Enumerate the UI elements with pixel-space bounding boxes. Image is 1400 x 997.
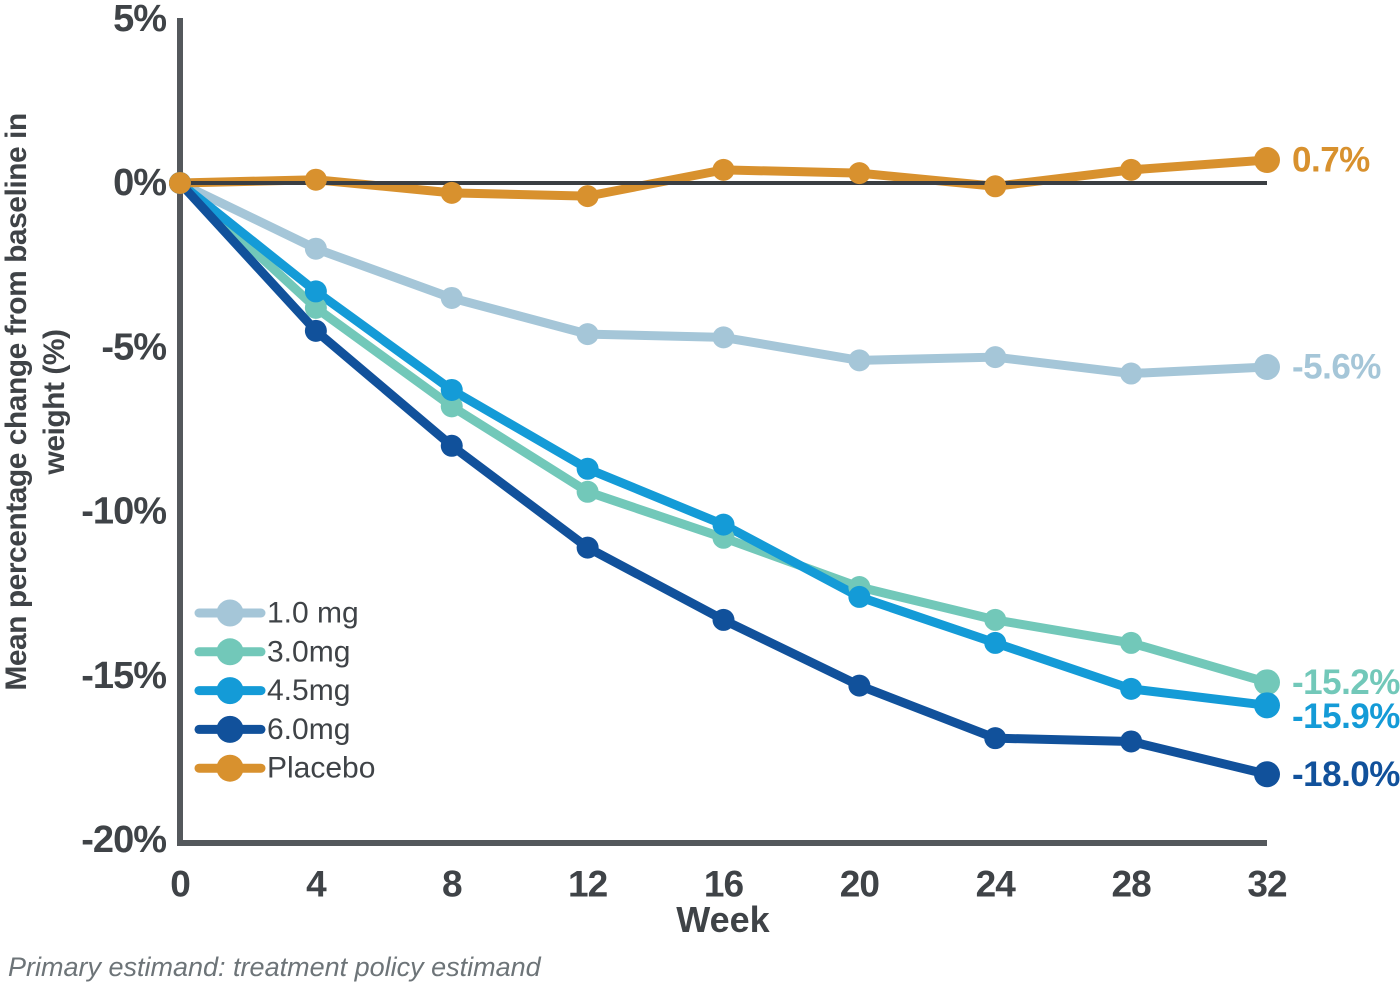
marker-3.0mg-week-28: [1120, 631, 1143, 654]
marker-4.5mg-week-28: [1120, 677, 1143, 700]
legend-swatch-marker-3.0mg: [216, 638, 244, 666]
marker-6.0mg-week-8: [440, 434, 463, 457]
x-tick-28: 28: [1112, 864, 1152, 905]
y-axis-title-line2: weight (%): [38, 330, 71, 476]
marker-4.5mg-week-32: [1254, 692, 1280, 719]
end-label-4.5mg: -15.9%: [1292, 697, 1400, 736]
marker-4.5mg-week-4: [304, 280, 327, 303]
marker-3.0mg-week-32: [1254, 669, 1280, 696]
footnote: Primary estimand: treatment policy estim…: [8, 952, 541, 982]
x-tick-32: 32: [1247, 864, 1287, 905]
marker-placebo-week-32: [1254, 147, 1280, 174]
y-axis-title-line1: Mean percentage change from baseline in: [0, 113, 33, 690]
x-tick-0: 0: [170, 864, 190, 905]
marker-4.5mg-week-24: [984, 631, 1007, 654]
legend-swatch-marker-4.5mg: [216, 677, 244, 705]
marker-1.0-mg-week-16: [712, 326, 735, 349]
marker-1.0-mg-week-12: [576, 323, 599, 346]
marker-6.0mg-week-32: [1254, 761, 1280, 788]
y-tick-labels: 5% 0% -5% -10% -15% -20%: [81, 0, 167, 861]
marker-placebo-week-4: [304, 168, 327, 191]
series-end-labels: 0.7% -5.6% -15.2%-15.9% -18.0%: [1292, 141, 1400, 794]
marker-6.0mg-week-20: [848, 674, 871, 697]
marker-placebo-week-8: [440, 181, 463, 204]
legend-label-6.0mg: 6.0mg: [267, 713, 350, 746]
x-tick-20: 20: [840, 864, 880, 905]
x-axis-title: Week: [676, 899, 770, 940]
y-tick-0: 0%: [113, 162, 166, 204]
marker-4.5mg-week-20: [848, 585, 871, 608]
marker-6.0mg-week-16: [712, 608, 735, 631]
legend-label-placebo: Placebo: [267, 752, 375, 785]
marker-3.0mg-week-24: [984, 608, 1007, 631]
marker-1.0-mg-week-28: [1120, 362, 1143, 385]
legend: 1.0 mg 3.0mg 4.5mg 6.0mg Placebo: [194, 597, 375, 785]
y-tick--10: -10%: [81, 491, 166, 533]
legend-item-4.5mg: 4.5mg: [194, 674, 350, 707]
legend-label-3.0mg: 3.0mg: [267, 635, 350, 668]
legend-item-6.0mg: 6.0mg: [194, 713, 350, 746]
legend-label-4.5mg: 4.5mg: [267, 674, 350, 707]
marker-1.0-mg-week-32: [1254, 353, 1280, 380]
marker-placebo-week-24: [984, 175, 1007, 198]
marker-placebo-week-20: [848, 162, 871, 185]
marker-1.0-mg-week-8: [440, 286, 463, 309]
marker-6.0mg-week-12: [576, 536, 599, 559]
end-label-6.0mg: -18.0%: [1292, 755, 1400, 794]
x-tick-4: 4: [306, 864, 327, 905]
marker-1.0-mg-week-20: [848, 349, 871, 372]
series-markers: [169, 147, 1280, 788]
marker-4.5mg-week-16: [712, 513, 735, 536]
marker-placebo-week-28: [1120, 158, 1143, 181]
x-tick-24: 24: [976, 864, 1017, 905]
y-tick--15: -15%: [81, 655, 166, 697]
marker-6.0mg-week-4: [304, 319, 327, 342]
marker-6.0mg-week-24: [984, 727, 1007, 750]
legend-swatch-marker-placebo: [216, 754, 244, 782]
legend-label-1.0-mg: 1.0 mg: [267, 597, 359, 630]
x-tick-12: 12: [568, 864, 608, 905]
marker-placebo-week-0: [169, 172, 191, 194]
x-tick-8: 8: [442, 864, 462, 905]
end-label-1.0-mg: -5.6%: [1292, 347, 1381, 386]
marker-1.0-mg-week-4: [304, 237, 327, 260]
end-label-placebo: 0.7%: [1292, 141, 1370, 180]
legend-item-placebo: Placebo: [194, 752, 375, 785]
end-label-3.0mg: -15.2%: [1292, 663, 1400, 702]
y-tick--5: -5%: [101, 326, 166, 368]
x-tick-labels: 0 4 8 12 16 20 24 28 32: [170, 864, 1288, 905]
legend-swatch-marker-1.0-mg: [216, 599, 244, 627]
marker-1.0-mg-week-24: [984, 346, 1007, 369]
marker-6.0mg-week-28: [1120, 730, 1143, 753]
marker-3.0mg-week-12: [576, 480, 599, 503]
marker-placebo-week-12: [576, 185, 599, 208]
x-tick-16: 16: [704, 864, 744, 905]
legend-swatch-marker-6.0mg: [216, 715, 244, 743]
marker-4.5mg-week-8: [440, 378, 463, 401]
marker-3.0mg-week-8: [440, 395, 463, 418]
legend-item-3.0mg: 3.0mg: [194, 635, 350, 668]
marker-4.5mg-week-12: [576, 457, 599, 480]
y-tick--20: -20%: [81, 819, 166, 861]
marker-placebo-week-16: [712, 158, 735, 181]
y-tick-5: 5%: [113, 0, 166, 40]
legend-item-1.0-mg: 1.0 mg: [194, 597, 359, 630]
marker-3.0mg-week-4: [304, 296, 327, 319]
